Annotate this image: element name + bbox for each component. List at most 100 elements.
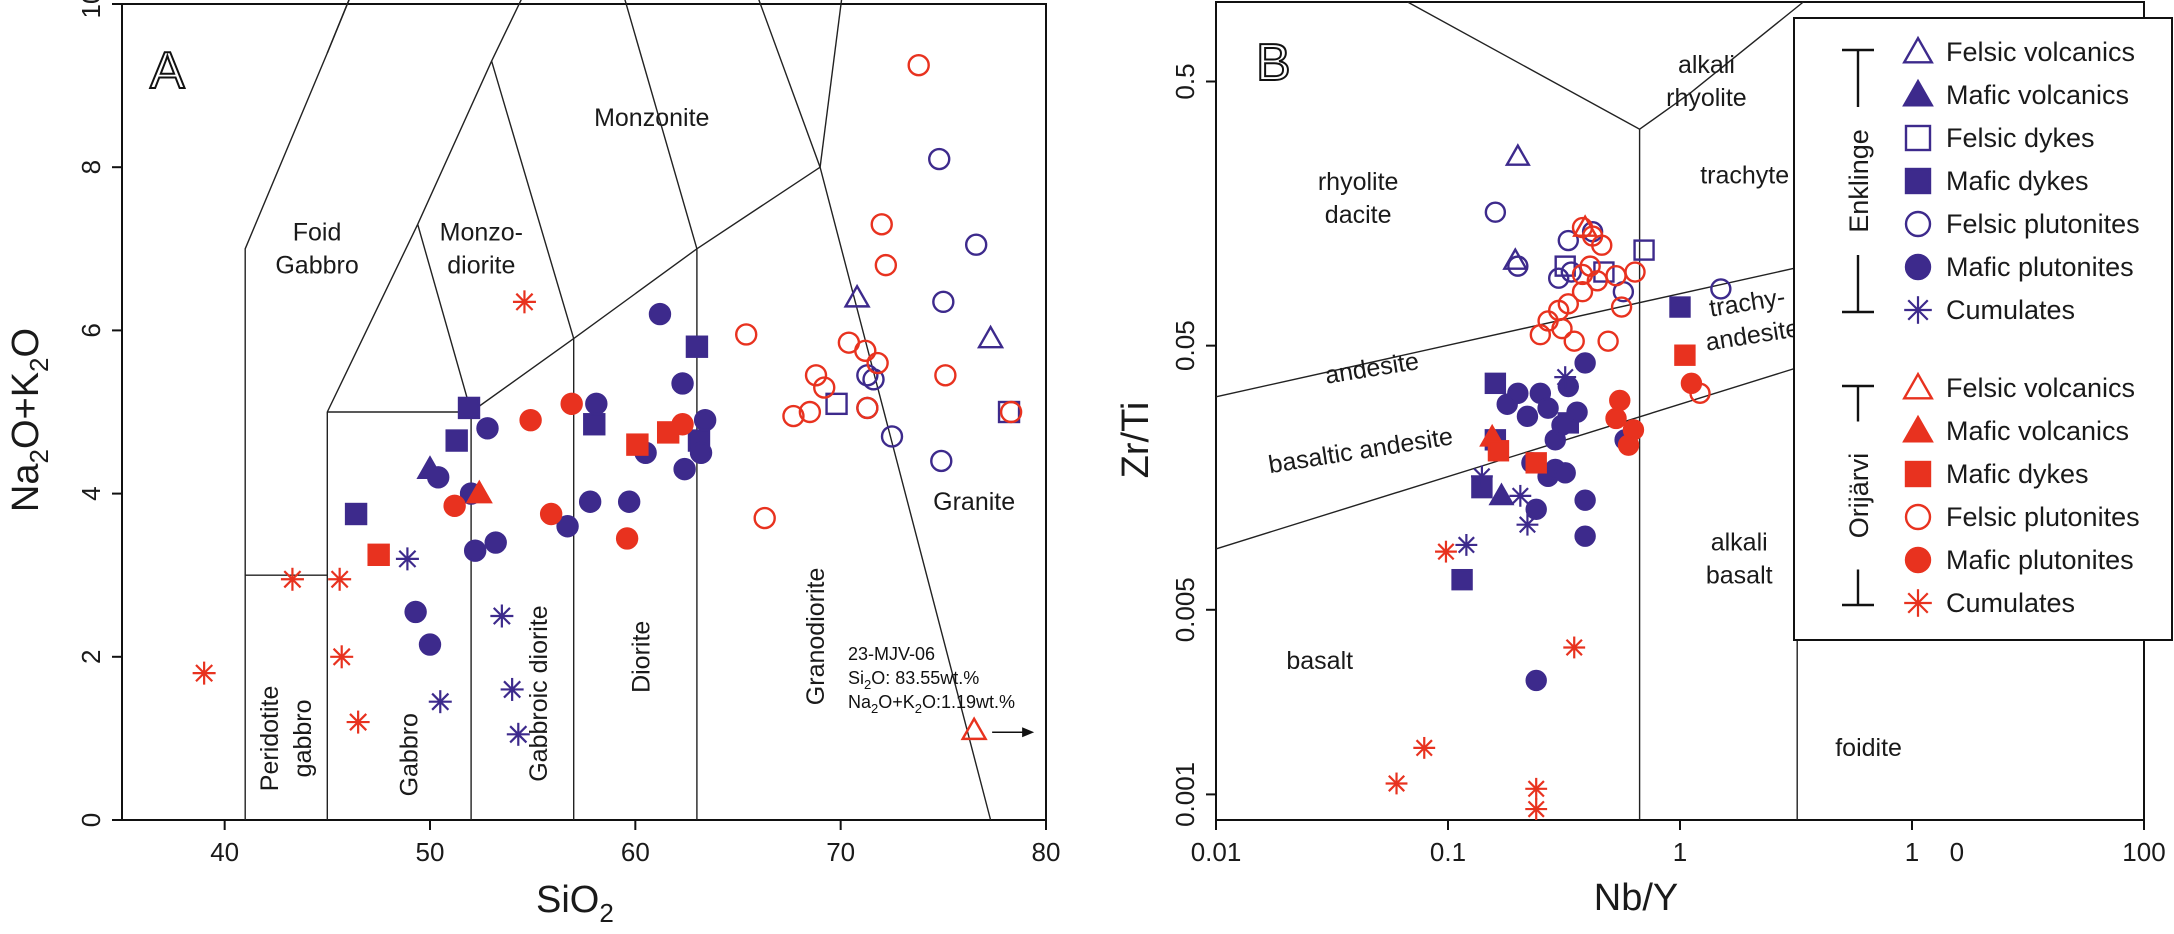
panel-a-tas-diagram: A 40 50 60 70 80 0 2 4 6 8 10 Foid Gabbro Monzo-dior… bbox=[5, 0, 1060, 928]
panel-b-point-enklinge-felsic-dykes bbox=[1554, 255, 1576, 277]
panel-a-point-enklinge-felsic-dykes bbox=[825, 392, 848, 416]
legend-label-enklinge-mafic-dykes: Mafic dykes bbox=[1946, 166, 2089, 196]
panel-a-y-axis-label: Na2O+K2O bbox=[5, 328, 54, 512]
panel-b-point-enklinge-felsic-plutonites bbox=[1547, 267, 1570, 289]
legend-marker-enklinge-felsic-volcanics bbox=[1902, 35, 1934, 64]
panel-a-point-orijarvi-cumulates bbox=[280, 567, 304, 591]
panel-a-point-orijarvi-mafic-plutonites bbox=[519, 408, 542, 432]
panel-a-point-enklinge-mafic-dykes bbox=[583, 413, 606, 436]
panel-b-point-enklinge-mafic-plutonites bbox=[1551, 414, 1573, 436]
legend: Enklinge Felsic volcanics Mafic volcanics F… bbox=[1793, 17, 2173, 641]
panel-b-y-tick-label: 0.05 bbox=[1170, 320, 1200, 371]
panel-a-point-enklinge-felsic-plutonites bbox=[928, 147, 951, 171]
panel-b-point-orijarvi-mafic-dykes bbox=[1674, 344, 1696, 366]
panel-a-point-enklinge-cumulates bbox=[395, 547, 419, 571]
panel-b-point-enklinge-mafic-dykes bbox=[1484, 372, 1507, 395]
annotation-arrowhead bbox=[1022, 727, 1035, 738]
panel-b-y-axis-label: Zr/Ti bbox=[1115, 402, 1157, 479]
panel-a-boundary-line bbox=[819, 0, 843, 168]
panel-b-point-orijarvi-felsic-plutonites bbox=[1551, 317, 1573, 340]
legend-marker-orij-rvi-cumulates bbox=[1904, 589, 1932, 617]
legend-label-orij-rvi-felsic-volcanics: Felsic volcanics bbox=[1946, 373, 2135, 403]
panel-a-ticks: 40 50 60 70 80 0 2 4 6 8 10 bbox=[76, 0, 1060, 867]
panel-b-x-tick-label: 0 bbox=[1950, 837, 1964, 867]
panel-a-annotation: 23-MJV-06 Si2O: 83.55wt.%Na2O+K2O:1.19wt.… bbox=[848, 644, 1035, 738]
panel-a-point-enklinge-felsic-plutonites bbox=[932, 290, 955, 314]
panel-b-point-enklinge-mafic-plutonites bbox=[1516, 405, 1539, 428]
field-label-monzo-diorite: Monzo-diorite bbox=[440, 218, 523, 279]
panel-b-point-orijarvi-felsic-plutonites bbox=[1571, 216, 1594, 239]
panel-b-point-orijarvi-mafic-plutonites bbox=[1609, 389, 1631, 412]
panel-a-point-enklinge-felsic-volcanics bbox=[976, 324, 1005, 349]
panel-b-y-tick-label: 0.001 bbox=[1170, 762, 1200, 827]
panel-b-point-orijarvi-cumulates bbox=[1413, 736, 1436, 759]
panel-b-x-tick-label: 0.1 bbox=[1430, 837, 1466, 867]
legend-marker-orij-rvi-mafic-volcanics bbox=[1902, 414, 1934, 443]
panel-a-point-enklinge-mafic-plutonites bbox=[476, 417, 499, 440]
panel-b-point-enklinge-mafic-plutonites bbox=[1574, 489, 1596, 511]
field-label-foidite: foidite bbox=[1835, 734, 1902, 762]
panel-a-point-enklinge-mafic-plutonites bbox=[404, 600, 427, 624]
panel-a-point-orijarvi-felsic-plutonites bbox=[735, 323, 758, 346]
panel-a-point-orijarvi-mafic-dykes bbox=[626, 433, 649, 456]
legend-label-enklinge-felsic-volcanics: Felsic volcanics bbox=[1946, 37, 2135, 67]
legend-label-enklinge-felsic-dykes: Felsic dykes bbox=[1946, 123, 2095, 153]
panel-b-point-enklinge-cumulates bbox=[1509, 484, 1532, 507]
field-label-granodiorite: Granodiorite bbox=[802, 568, 830, 706]
panel-a-y-tick-label: 10 bbox=[76, 0, 106, 18]
panel-b-point-enklinge-mafic-volcanics bbox=[1488, 482, 1515, 506]
panel-b-x-axis-label: Nb/Y bbox=[1594, 877, 1678, 919]
panel-a-point-enklinge-mafic-plutonites bbox=[427, 466, 450, 489]
legend-marker-enklinge-mafic-plutonites bbox=[1904, 253, 1932, 281]
field-label-diorite: Diorite bbox=[627, 621, 655, 693]
field-label-foid-gabbro: Foid Gabbro bbox=[275, 218, 358, 279]
panel-b-point-enklinge-felsic-plutonites bbox=[1507, 255, 1529, 277]
panel-b-point-orijarvi-mafic-plutonites bbox=[1680, 372, 1703, 395]
panel-a-boundary-line bbox=[244, 0, 350, 820]
panel-a-point-orijarvi-mafic-plutonites bbox=[539, 502, 563, 526]
field-label-monzonite: Monzonite bbox=[594, 104, 709, 132]
panel-b-point-enklinge-felsic-plutonites bbox=[1710, 278, 1732, 300]
panel-b-point-orijarvi-felsic-plutonites bbox=[1557, 293, 1579, 315]
field-label-rhyolite-dacite: rhyolite dacite bbox=[1318, 168, 1399, 229]
panel-b-point-orijarvi-felsic-plutonites bbox=[1579, 255, 1601, 277]
panel-a-point-enklinge-mafic-plutonites bbox=[585, 392, 608, 416]
panel-b-y-tick-label: 0.005 bbox=[1170, 577, 1200, 642]
panel-a-point-enklinge-mafic-plutonites bbox=[671, 372, 694, 395]
legend-label-orij-rvi-mafic-plutonites: Mafic plutonites bbox=[1946, 545, 2134, 575]
panel-a-point-enklinge-cumulates bbox=[428, 690, 452, 714]
legend-marker-orij-rvi-mafic-dykes bbox=[1904, 460, 1932, 488]
panel-a-x-tick-label: 80 bbox=[1032, 837, 1061, 867]
panel-a-point-orijarvi-felsic-plutonites bbox=[782, 404, 805, 428]
panel-a-boundary-line bbox=[490, 60, 575, 339]
panel-b-point-enklinge-felsic-dykes bbox=[1633, 239, 1655, 261]
legend-label-enklinge-felsic-plutonites: Felsic plutonites bbox=[1946, 209, 2140, 239]
panel-b-point-orijarvi-felsic-plutonites bbox=[1624, 261, 1646, 283]
panel-a-x-axis-label: SiO2 bbox=[536, 879, 614, 928]
panel-b-point-enklinge-cumulates bbox=[1516, 513, 1539, 536]
panel-b-nby-zrti-diagram: B 0.01 0.1 1 1 0 100 0.001 0.005 0.05 0.5 alkali r… bbox=[1115, 1, 2166, 919]
panel-a-point-enklinge-mafic-plutonites bbox=[484, 531, 507, 554]
panel-a-point-orijarvi-felsic-plutonites bbox=[999, 400, 1023, 424]
legend-marker-enklinge-mafic-dykes bbox=[1904, 167, 1932, 195]
panel-a-point-enklinge-mafic-dykes bbox=[685, 335, 709, 358]
legend-title-bg bbox=[1843, 107, 1873, 255]
field-label-alkali-basalt: alkali basalt bbox=[1706, 528, 1773, 589]
panel-a-point-enklinge-felsic-plutonites bbox=[930, 449, 953, 473]
panel-a-point-orijarvi-felsic-plutonites bbox=[856, 396, 879, 420]
panel-a-point-orijarvi-felsic-plutonites bbox=[866, 351, 889, 375]
panel-a-point-orijarvi-felsic-plutonites bbox=[870, 213, 893, 236]
panel-a-point-enklinge-felsic-plutonites bbox=[964, 233, 988, 256]
field-label-trachyte: trachyte bbox=[1700, 162, 1789, 190]
panel-a-x-tick-label: 50 bbox=[416, 837, 445, 867]
legend-label-enklinge-mafic-plutonites: Mafic plutonites bbox=[1946, 252, 2134, 282]
panel-a-point-orijarvi-cumulates bbox=[192, 661, 216, 685]
panel-b-point-orijarvi-mafic-plutonites bbox=[1617, 434, 1640, 456]
panel-b-point-enklinge-mafic-plutonites bbox=[1525, 669, 1547, 692]
panel-a-x-tick-label: 40 bbox=[210, 837, 239, 867]
panel-a-point-enklinge-felsic-plutonites bbox=[880, 425, 904, 448]
panel-a-point-enklinge-mafic-dykes bbox=[344, 502, 368, 526]
panel-a-data-points bbox=[192, 53, 1023, 746]
annotation-alkali: Na2O+K2O:1.19wt.% bbox=[848, 692, 1015, 716]
panel-a-boundary-line bbox=[327, 166, 992, 821]
